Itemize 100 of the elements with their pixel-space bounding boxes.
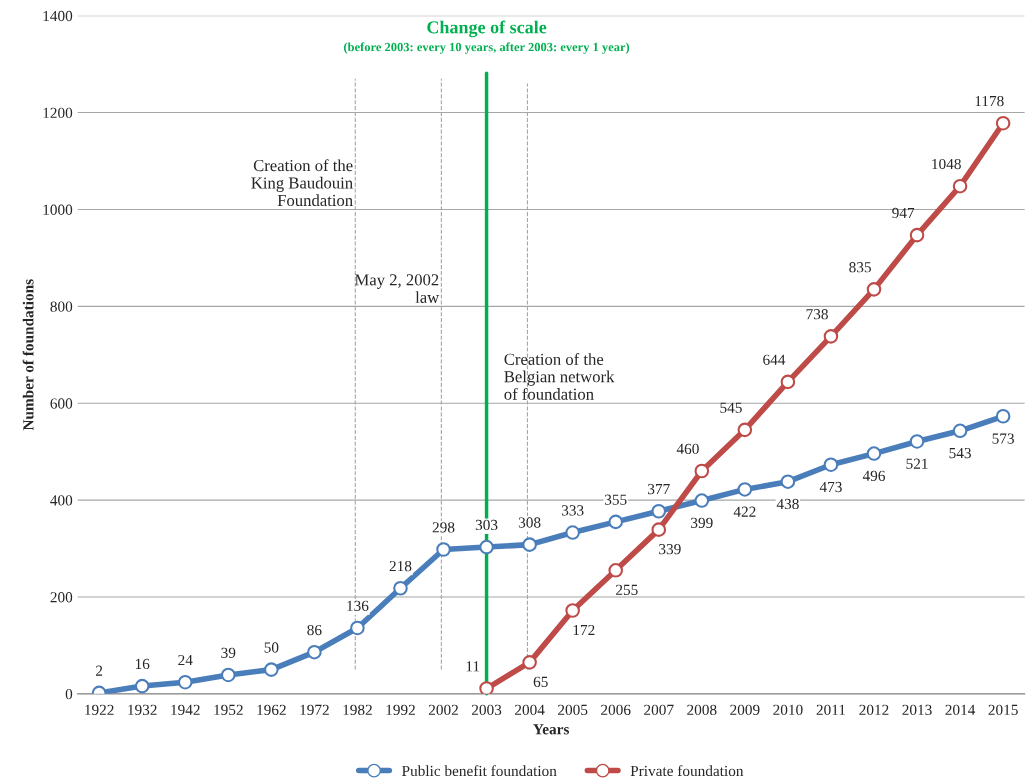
data-label: 835	[849, 262, 871, 273]
x-tick-label: 2015	[988, 704, 1018, 716]
data-label: 2	[96, 665, 103, 676]
point	[780, 474, 796, 489]
y-tick-label: 600	[50, 398, 73, 409]
point	[565, 603, 580, 618]
point	[866, 282, 882, 297]
data-label: 333	[561, 505, 584, 516]
point	[780, 374, 796, 390]
point	[694, 463, 710, 479]
data-label: 496	[862, 470, 885, 481]
point	[134, 678, 150, 694]
legend-label: Public benefit foundation	[402, 765, 557, 777]
x-tick-label: 2013	[902, 704, 932, 716]
data-label: 377	[648, 483, 670, 495]
data-label: 644	[763, 354, 786, 365]
x-tick-label: 2012	[859, 704, 889, 716]
y-tick-label: 0	[65, 688, 73, 700]
data-label: 298	[432, 522, 455, 533]
x-tick-label: 1982	[343, 704, 372, 716]
point	[608, 514, 623, 530]
x-tick-label: 2004	[515, 704, 545, 716]
data-label: 399	[691, 517, 713, 528]
y-tick-label: 800	[50, 301, 73, 312]
x-tick-label: 1942	[171, 704, 200, 716]
x-tick-label: 2002	[428, 704, 458, 716]
point	[651, 522, 667, 537]
data-label: 65	[533, 676, 548, 687]
data-label: 473	[819, 481, 842, 493]
point	[737, 482, 753, 497]
data-label: 172	[573, 624, 595, 636]
data-label: 255	[616, 584, 638, 595]
x-tick-label: 2008	[687, 704, 717, 716]
data-label: 1048	[932, 158, 961, 170]
point	[264, 662, 279, 677]
x-tick-label: 2003	[471, 704, 502, 716]
data-label: 545	[720, 402, 742, 413]
legend-label: Private foundation	[630, 765, 744, 777]
point	[479, 681, 494, 694]
data-label: 308	[518, 517, 541, 528]
data-label: 136	[347, 600, 369, 611]
data-label: 438	[776, 498, 799, 510]
data-label: 303	[475, 519, 498, 531]
point	[522, 655, 537, 670]
point	[393, 580, 408, 596]
data-label: 11	[466, 661, 480, 672]
point	[823, 329, 839, 344]
x-tick-label: 1932	[128, 704, 157, 716]
data-label: 738	[806, 309, 828, 320]
point	[952, 178, 968, 194]
annotation: Creation of the Belgian network of foundation	[504, 353, 615, 400]
data-label: 1178	[975, 95, 1004, 107]
data-label: 422	[733, 506, 756, 517]
point	[479, 539, 494, 555]
x-tick-label: 2010	[773, 704, 803, 716]
y-tick-label: 1400	[43, 10, 73, 22]
point	[909, 434, 925, 449]
data-label: 16	[135, 658, 150, 670]
ref-line-label: Change of scale	[427, 20, 547, 38]
annotation: Creation of the King Baudouin Foundation	[251, 159, 353, 207]
x-tick-label: 1962	[257, 704, 286, 716]
data-label: 86	[307, 624, 322, 636]
x-tick-label: 2006	[601, 704, 631, 716]
data-label: 355	[604, 494, 627, 505]
data-label: 460	[676, 443, 699, 455]
data-label: 339	[659, 544, 681, 555]
y-tick-label: 400	[50, 495, 73, 506]
point	[952, 423, 968, 439]
x-tick-label: 2005	[558, 704, 588, 716]
point	[565, 525, 580, 540]
point	[350, 620, 365, 636]
data-label: 50	[264, 642, 279, 653]
point	[608, 563, 623, 578]
point	[221, 667, 236, 683]
point	[651, 503, 667, 519]
x-tick-label: 2014	[945, 704, 976, 716]
point	[694, 493, 710, 508]
data-label: 24	[178, 654, 193, 666]
point	[909, 227, 925, 243]
x-tick-label: 1952	[214, 704, 243, 716]
x-tick-label: 2009	[730, 704, 760, 716]
annotation: May 2, 2002 law	[354, 274, 440, 303]
point	[823, 457, 839, 473]
point	[995, 115, 1011, 131]
point	[436, 542, 451, 557]
point	[177, 674, 193, 690]
x-axis-title: Years	[533, 724, 569, 735]
y-axis-title: Number of foundations	[22, 279, 34, 431]
data-label: 521	[906, 458, 928, 469]
point	[522, 537, 537, 552]
y-tick-label: 200	[50, 592, 73, 603]
x-tick-label: 2011	[816, 704, 846, 716]
x-tick-label: 2007	[644, 704, 674, 716]
x-tick-label: 1972	[300, 704, 329, 716]
data-label: 573	[992, 433, 1014, 444]
y-tick-label: 1000	[43, 204, 73, 215]
x-tick-label: 1992	[386, 704, 415, 716]
data-label: 947	[892, 207, 915, 219]
annotation: (before 2003: every 10 years, after 2003: every 1 year)	[343, 42, 630, 54]
point	[866, 446, 882, 461]
